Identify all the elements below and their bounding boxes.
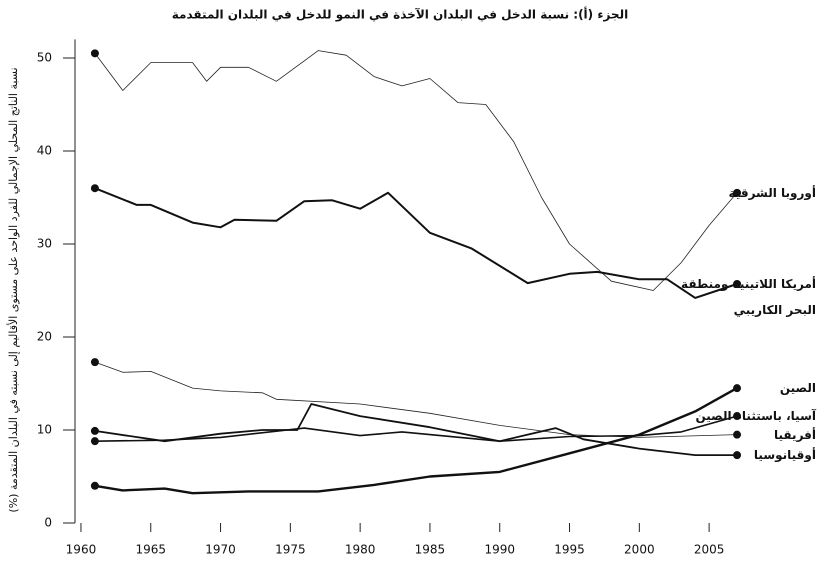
- series-line: [94, 187, 738, 299]
- end-dot: [733, 430, 742, 439]
- x-tick-label: 1960: [66, 543, 97, 557]
- series-line: [94, 387, 738, 495]
- end-dot: [90, 49, 99, 58]
- series-label: آسيا، باستثناء الصين: [695, 409, 816, 424]
- series-label: أفريقيا: [774, 427, 816, 442]
- x-tick-label: 1980: [345, 543, 376, 557]
- end-dot: [733, 279, 742, 288]
- series-line: [94, 361, 738, 438]
- y-tick-label: 40: [37, 144, 52, 158]
- series-label: أوقيانوسيا: [753, 448, 816, 463]
- series-label: أمريكا اللاتينية ومنطقة البحر الكاريبي: [681, 276, 816, 317]
- end-dot: [733, 188, 742, 197]
- end-dot: [733, 384, 742, 393]
- y-tick-label: 50: [37, 51, 52, 65]
- x-tick-label: 1965: [135, 543, 166, 557]
- x-tick-label: 1970: [205, 543, 236, 557]
- x-tick-label: 1985: [415, 543, 446, 557]
- series-label: أوروبا الشرقية: [728, 185, 816, 200]
- y-tick-label: 30: [37, 237, 52, 251]
- end-dot: [90, 437, 99, 446]
- end-dot: [733, 412, 742, 421]
- end-dot: [90, 358, 99, 367]
- end-dot: [90, 426, 99, 435]
- x-tick-label: 1990: [484, 543, 515, 557]
- y-axis-label: نسبة الناتج المحلي الإجمالي للفرد الواحد…: [6, 67, 20, 512]
- x-tick-label: 1975: [275, 543, 306, 557]
- y-tick-label: 10: [37, 423, 52, 437]
- series-line: [94, 403, 737, 456]
- series-line: [94, 415, 738, 442]
- x-tick-label: 1995: [554, 543, 585, 557]
- series-line: [94, 50, 738, 291]
- x-tick-label: 2005: [694, 543, 725, 557]
- end-dot: [733, 451, 742, 460]
- y-tick-label: 20: [37, 330, 52, 344]
- end-dot: [90, 184, 99, 193]
- series-label: الصين: [779, 381, 816, 396]
- y-tick-label: 0: [44, 516, 52, 530]
- end-dot: [90, 481, 99, 490]
- chart-title: الجزء (أ): نسبة الدخل في البلدان الآخذة …: [172, 7, 628, 23]
- x-tick-label: 2000: [624, 543, 655, 557]
